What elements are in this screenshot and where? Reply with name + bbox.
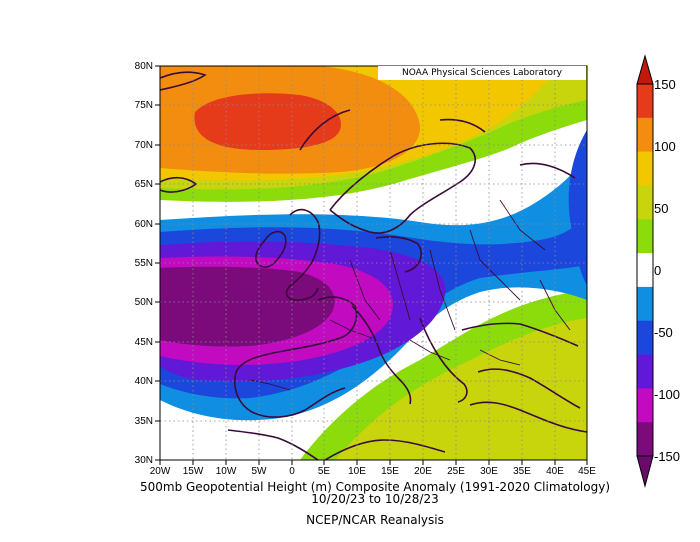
lon-label: 30E: [480, 466, 498, 477]
lon-label: 40E: [546, 466, 564, 477]
graticule: [160, 66, 587, 460]
colorbar-swatch: [637, 151, 653, 186]
colorbar-label: -100: [654, 387, 680, 402]
colorbar-label: 50: [654, 201, 668, 216]
colorbar-swatch: [637, 219, 653, 254]
lat-label: 80N: [135, 61, 153, 72]
colorbar-label: -50: [654, 325, 673, 340]
latitude-labels: 80N 75N 70N 65N 60N 55N 50N 45N 40N 35N …: [135, 61, 153, 466]
colorbar-swatch: [637, 84, 653, 119]
colorbar-frame: [636, 83, 654, 457]
lon-label: 10E: [348, 466, 366, 477]
lon-label: 20W: [150, 466, 171, 477]
tick-marks: [155, 65, 588, 465]
lat-label: 75N: [135, 100, 153, 111]
coastlines: [160, 71, 587, 460]
lon-label: 15W: [183, 466, 204, 477]
colorbar-label: 150: [654, 77, 676, 92]
lon-label: 25E: [447, 466, 465, 477]
lat-label: 65N: [135, 179, 153, 190]
lat-label: 35N: [135, 416, 153, 427]
lat-label: 30N: [135, 455, 153, 466]
lat-label: 55N: [135, 258, 153, 269]
country-borders: [249, 199, 571, 391]
lat-label: 50N: [135, 297, 153, 308]
lon-label: 5W: [252, 466, 268, 477]
credit-label: NOAA Physical Sciences Laboratory: [378, 66, 586, 80]
longitude-labels: 20W 15W 10W 5W 0 5E 10E 15E 20E 25E 30E …: [150, 466, 597, 477]
anomaly-field: [160, 66, 587, 460]
colorbar: 150 100 50 0 -50 -100 -150: [636, 54, 680, 488]
lat-label: 40N: [135, 376, 153, 387]
colorbar-label: 0: [654, 263, 661, 278]
colorbar-swatch: [637, 388, 653, 423]
colorbar-swatch: [637, 253, 653, 288]
colorbar-swatch: [637, 354, 653, 389]
date-range: 10/20/23 to 10/28/23: [311, 492, 439, 506]
colorbar-label: 100: [654, 139, 676, 154]
lon-label: 15E: [381, 466, 399, 477]
lon-label: 0: [289, 466, 295, 477]
lon-label: 35E: [513, 466, 531, 477]
colorbar-top-arrow: [636, 54, 654, 85]
colorbar-swatch: [637, 422, 653, 457]
lon-label: 10W: [216, 466, 237, 477]
lat-label: 60N: [135, 219, 153, 230]
colorbar-swatch: [637, 117, 653, 153]
map-title: 500mb Geopotential Height (m) Composite …: [139, 480, 610, 494]
colorbar-label: -150: [654, 449, 680, 464]
lat-label: 45N: [135, 337, 153, 348]
lon-label: 45E: [578, 466, 596, 477]
colorbar-swatch: [637, 320, 653, 356]
lon-label: 20E: [414, 466, 432, 477]
colorbar-swatch: [637, 185, 653, 220]
colorbar-swatch: [637, 286, 653, 322]
data-source: NCEP/NCAR Reanalysis: [306, 513, 444, 527]
lon-label: 5E: [318, 466, 331, 477]
lat-label: 70N: [135, 140, 153, 151]
